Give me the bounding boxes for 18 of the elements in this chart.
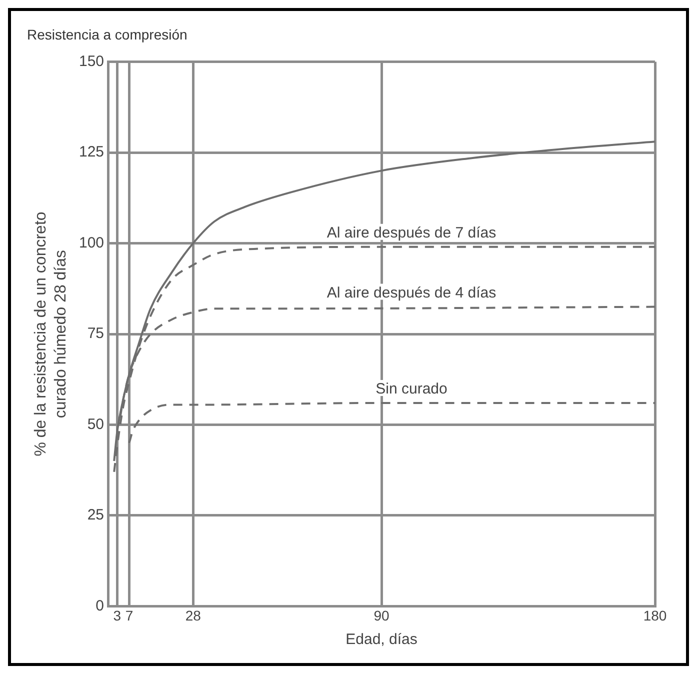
x-tick-label: 7 (125, 607, 134, 624)
y-tick-label: 125 (78, 144, 104, 161)
chart-title: Resistencia a compresión (27, 26, 188, 42)
y-tick-label: 50 (87, 416, 104, 433)
series-label: Sin curado (376, 380, 448, 398)
y-tick-label: 75 (87, 325, 104, 342)
y-axis-title: % de la resistencia de un concreto curado húmedo 28 días (32, 212, 70, 456)
y-tick-label: 25 (87, 506, 104, 524)
y-tick-label: 150 (78, 52, 104, 70)
series-label: Al aire después de 4 días (326, 284, 496, 302)
y-tick-label: 0 (96, 597, 104, 614)
x-axis-title: Edad, días (346, 631, 418, 648)
x-tick-label: 90 (374, 607, 390, 624)
y-tick-label: 100 (78, 234, 104, 252)
x-tick-label: 3 (113, 607, 122, 624)
x-tick-label: 28 (185, 607, 202, 624)
series-label: Al aire después de 7 días (326, 224, 496, 242)
x-tick-label: 180 (643, 607, 667, 624)
